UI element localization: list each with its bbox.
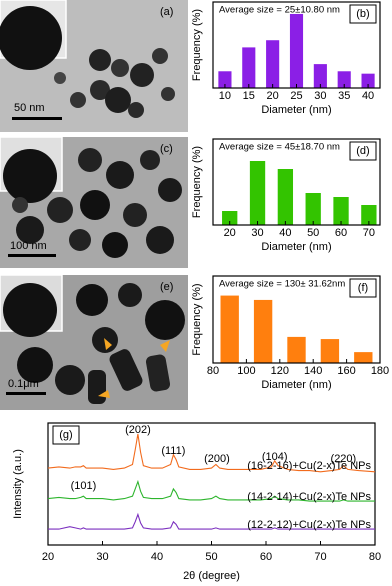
x-tick-label: 20 — [42, 551, 54, 563]
bar — [320, 339, 340, 363]
legend-label: (14-2-14)+Cu(2-x)Te NPs — [247, 491, 371, 503]
panel-label: (g) — [59, 429, 72, 441]
panel-label: (d) — [356, 145, 369, 157]
x-tick-label: 20 — [267, 90, 279, 102]
bar — [361, 73, 375, 88]
bar — [220, 295, 239, 363]
peak-label: (200) — [204, 453, 230, 465]
xrd-line — [48, 512, 375, 530]
bar — [253, 299, 273, 363]
peak-label: (111) — [161, 445, 185, 457]
x-tick-label: 30 — [96, 551, 108, 563]
bar — [287, 336, 306, 363]
x-tick-label: 80 — [369, 551, 381, 563]
xrd-line — [47, 433, 376, 473]
x-tick-label: 60 — [260, 551, 272, 563]
x-tick-label: 100 — [237, 365, 255, 377]
x-tick-label: 50 — [307, 227, 319, 239]
panel-label: (e) — [160, 281, 173, 293]
x-tick-label: 25 — [290, 90, 302, 102]
x-tick-label: 30 — [251, 227, 263, 239]
x-axis-label: Diameter (nm) — [261, 379, 331, 391]
x-tick-label: 140 — [304, 365, 322, 377]
bar — [337, 71, 351, 88]
plot-frame — [212, 138, 381, 226]
panel-label-box — [349, 278, 377, 298]
peak-label: (202) — [125, 424, 151, 436]
x-axis-label: 2θ (degree) — [183, 570, 240, 582]
panel-label-box — [52, 425, 80, 445]
peak-label: (104) — [262, 451, 288, 463]
panel-label: (b) — [356, 8, 369, 20]
tem-image-c — [0, 136, 188, 268]
bar — [305, 193, 321, 225]
bar — [218, 71, 232, 88]
x-tick-label: 40 — [279, 227, 291, 239]
bar — [361, 205, 377, 225]
x-tick-label: 40 — [151, 551, 163, 563]
annotation: Average size = 130± 31.62nm — [219, 279, 345, 290]
x-tick-label: 40 — [362, 90, 374, 102]
bar — [313, 64, 327, 88]
y-axis-label: Frequency (%) — [191, 283, 203, 355]
annotation: Average size = 45±18.70 nm — [219, 142, 340, 153]
x-tick-label: 160 — [337, 365, 355, 377]
x-tick-label: 35 — [338, 90, 350, 102]
bar — [249, 161, 266, 225]
y-axis-label: Frequency (%) — [191, 9, 203, 81]
panel-label: (a) — [160, 6, 173, 18]
x-tick-label: 80 — [207, 365, 219, 377]
panel-label-box — [349, 141, 377, 161]
x-axis-label: Diameter (nm) — [261, 241, 331, 253]
scale-bar-label: 50 nm — [14, 102, 45, 114]
bar — [222, 211, 238, 225]
x-tick-label: 180 — [371, 365, 389, 377]
bar — [242, 47, 256, 88]
annotation: Average size = 25±10.80 nm — [219, 5, 340, 16]
panel-label-box — [349, 4, 377, 24]
peak-label: (101) — [71, 480, 97, 492]
x-tick-label: 60 — [335, 227, 347, 239]
peak-label: (220) — [331, 453, 357, 465]
x-tick-label: 70 — [363, 227, 375, 239]
bar — [289, 13, 304, 89]
x-tick-label: 10 — [219, 90, 231, 102]
x-tick-label: 20 — [224, 227, 236, 239]
bar — [266, 40, 280, 88]
bar — [354, 352, 373, 363]
tem-image-e — [0, 274, 188, 410]
panel-label: (c) — [160, 143, 173, 155]
bar — [333, 197, 349, 225]
x-tick-label: 15 — [243, 90, 255, 102]
bar — [277, 169, 294, 225]
x-tick-label: 70 — [314, 551, 326, 563]
xrd-line — [47, 479, 375, 502]
tem-image-a — [0, 0, 188, 132]
x-axis-label: Diameter (nm) — [261, 104, 331, 116]
x-tick-label: 120 — [271, 365, 289, 377]
x-tick-label: 50 — [205, 551, 217, 563]
scale-bar-label: 100 nm — [10, 240, 47, 252]
scale-bar-label: 0.1μm — [8, 378, 39, 390]
x-tick-label: 30 — [314, 90, 326, 102]
legend-label: (16-2-16)+Cu(2-x)Te NPs — [247, 460, 371, 472]
y-axis-label: Intensity (a.u.) — [12, 449, 24, 519]
y-axis-label: Frequency (%) — [191, 146, 203, 218]
legend-label: (12-2-12)+Cu(2-x)Te NPs — [247, 519, 371, 531]
plot-frame — [212, 275, 381, 364]
panel-label: (f) — [358, 282, 368, 294]
